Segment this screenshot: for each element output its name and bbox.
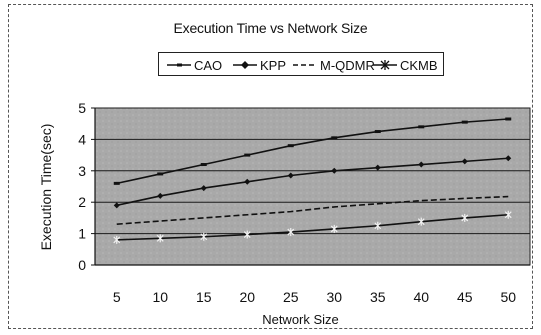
series-ckmb <box>113 210 512 244</box>
x-tick-label: 35 <box>370 289 386 305</box>
y-tick-label: 0 <box>78 257 86 273</box>
x-tick-label: 10 <box>152 289 168 305</box>
series-line-cao <box>116 118 509 185</box>
legend-item-ckmb: CKMB <box>373 56 438 74</box>
data-point-kpp <box>157 192 164 199</box>
x-tick-label: 45 <box>457 289 473 305</box>
data-point-ckmb <box>287 228 295 237</box>
data-point-ckmb <box>156 234 164 243</box>
y-tick-label: 5 <box>78 100 86 116</box>
data-point-kpp <box>244 178 251 185</box>
data-point-kpp <box>461 158 468 165</box>
data-point-kpp <box>287 172 294 179</box>
x-tick-label: 40 <box>413 289 429 305</box>
data-point-kpp <box>331 167 338 174</box>
x-tick-label: 25 <box>283 289 299 305</box>
x-tick-label: 20 <box>239 289 255 305</box>
chart-title: Execution Time vs Network Size <box>173 20 368 36</box>
legend-item-m-qdmr: M-QDMR <box>293 56 375 74</box>
data-point-kpp <box>113 202 120 209</box>
x-tick-label: 50 <box>500 289 516 305</box>
data-point-ckmb <box>461 213 469 222</box>
legend-item-kpp: KPP <box>233 56 286 74</box>
series-line-ckmb <box>116 213 509 241</box>
x-axis-label: Network Size <box>262 312 339 327</box>
data-point-kpp <box>505 155 512 162</box>
y-axis-label: Execution Time(sec) <box>38 123 54 251</box>
data-point-ckmb <box>243 230 251 239</box>
data-point-ckmb <box>417 217 425 226</box>
series-line-kpp <box>116 157 509 207</box>
x-tick-label: 30 <box>326 289 342 305</box>
data-point-ckmb <box>330 224 338 233</box>
data-point-kpp <box>418 161 425 168</box>
series-line-m-qdmr <box>116 195 509 225</box>
data-point-kpp <box>200 185 207 192</box>
chart-frame <box>8 4 533 329</box>
data-point-ckmb <box>113 235 121 244</box>
legend-label-ckmb: CKMB <box>400 57 438 73</box>
legend-label-cao: CAO <box>194 57 223 73</box>
data-point-ckmb <box>374 221 382 230</box>
y-tick-label: 3 <box>78 163 86 179</box>
y-tick-label: 2 <box>78 194 86 210</box>
series-m-qdmr <box>116 195 509 225</box>
legend-item-cao: CAO <box>167 56 222 74</box>
x-tick-label: 5 <box>113 289 121 305</box>
legend-label-m-qdmr: M-QDMR <box>320 57 375 73</box>
y-tick-label: 1 <box>78 226 86 242</box>
x-tick-label: 15 <box>196 289 212 305</box>
legend-label-kpp: KPP <box>260 57 287 73</box>
series-cao <box>113 117 512 185</box>
series-kpp <box>113 155 512 209</box>
data-point-kpp <box>374 164 381 171</box>
data-point-ckmb <box>200 232 208 241</box>
data-point-ckmb <box>504 210 512 219</box>
y-tick-label: 4 <box>78 131 86 147</box>
legend: CAO KPP M-QDMR CKMB <box>158 52 444 76</box>
